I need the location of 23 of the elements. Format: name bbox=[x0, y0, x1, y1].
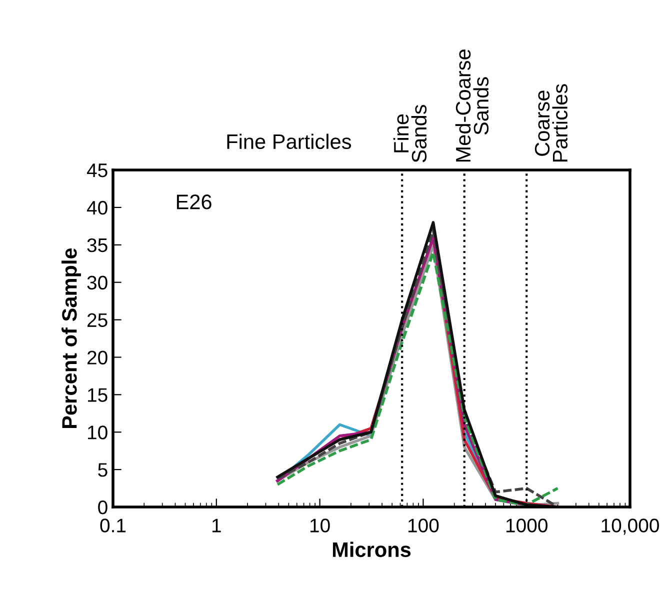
y-tick-label: 45 bbox=[86, 164, 108, 178]
y-tick-label: 10 bbox=[88, 426, 108, 440]
y-tick-label: 20 bbox=[87, 350, 108, 364]
y-tick-label: 40 bbox=[86, 200, 108, 215]
y-tick-label: 15 bbox=[88, 388, 108, 402]
x-tick-label: 0.1 bbox=[100, 518, 126, 532]
y-tick-label: 25 bbox=[87, 313, 108, 328]
x-tick-label: 10 bbox=[310, 518, 330, 532]
y-tick-label: 35 bbox=[87, 238, 108, 252]
y-tick-label: 5 bbox=[98, 463, 108, 477]
text: Med-Coarse Sands bbox=[455, 50, 489, 162]
x-tick-label: 100 bbox=[408, 518, 439, 532]
annotation: E26 bbox=[176, 194, 212, 210]
text: Fine Particles bbox=[227, 134, 352, 150]
text: Fine Sands bbox=[393, 104, 427, 162]
y-tick-label: 0 bbox=[98, 500, 108, 514]
x-tick-label: 1 bbox=[212, 518, 221, 532]
text: Coarse Particles bbox=[534, 84, 568, 162]
x-tick-label: 10,000 bbox=[602, 518, 659, 535]
x-axis-title: Microns bbox=[332, 542, 411, 558]
y-tick-label: 30 bbox=[87, 276, 108, 290]
y-axis-title: Percent of Sample bbox=[62, 248, 81, 428]
x-tick-label: 1000 bbox=[506, 518, 548, 532]
